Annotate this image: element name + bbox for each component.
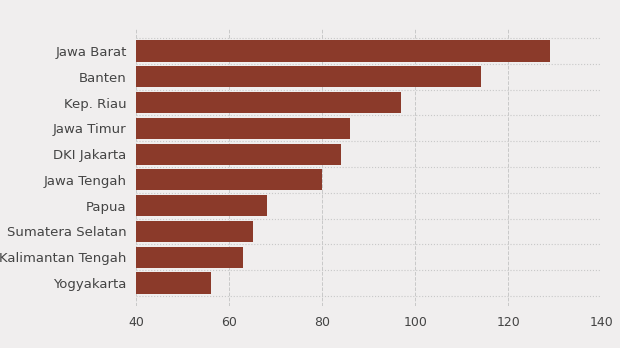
- Bar: [0, 40, 551, 62]
- Bar: [0, 221, 253, 242]
- Bar: [0, 169, 322, 190]
- Bar: [0, 66, 480, 87]
- Bar: [0, 272, 211, 294]
- Bar: [0, 92, 402, 113]
- Bar: [0, 118, 350, 139]
- Bar: [0, 144, 341, 165]
- Bar: [0, 247, 244, 268]
- Bar: [0, 195, 267, 216]
